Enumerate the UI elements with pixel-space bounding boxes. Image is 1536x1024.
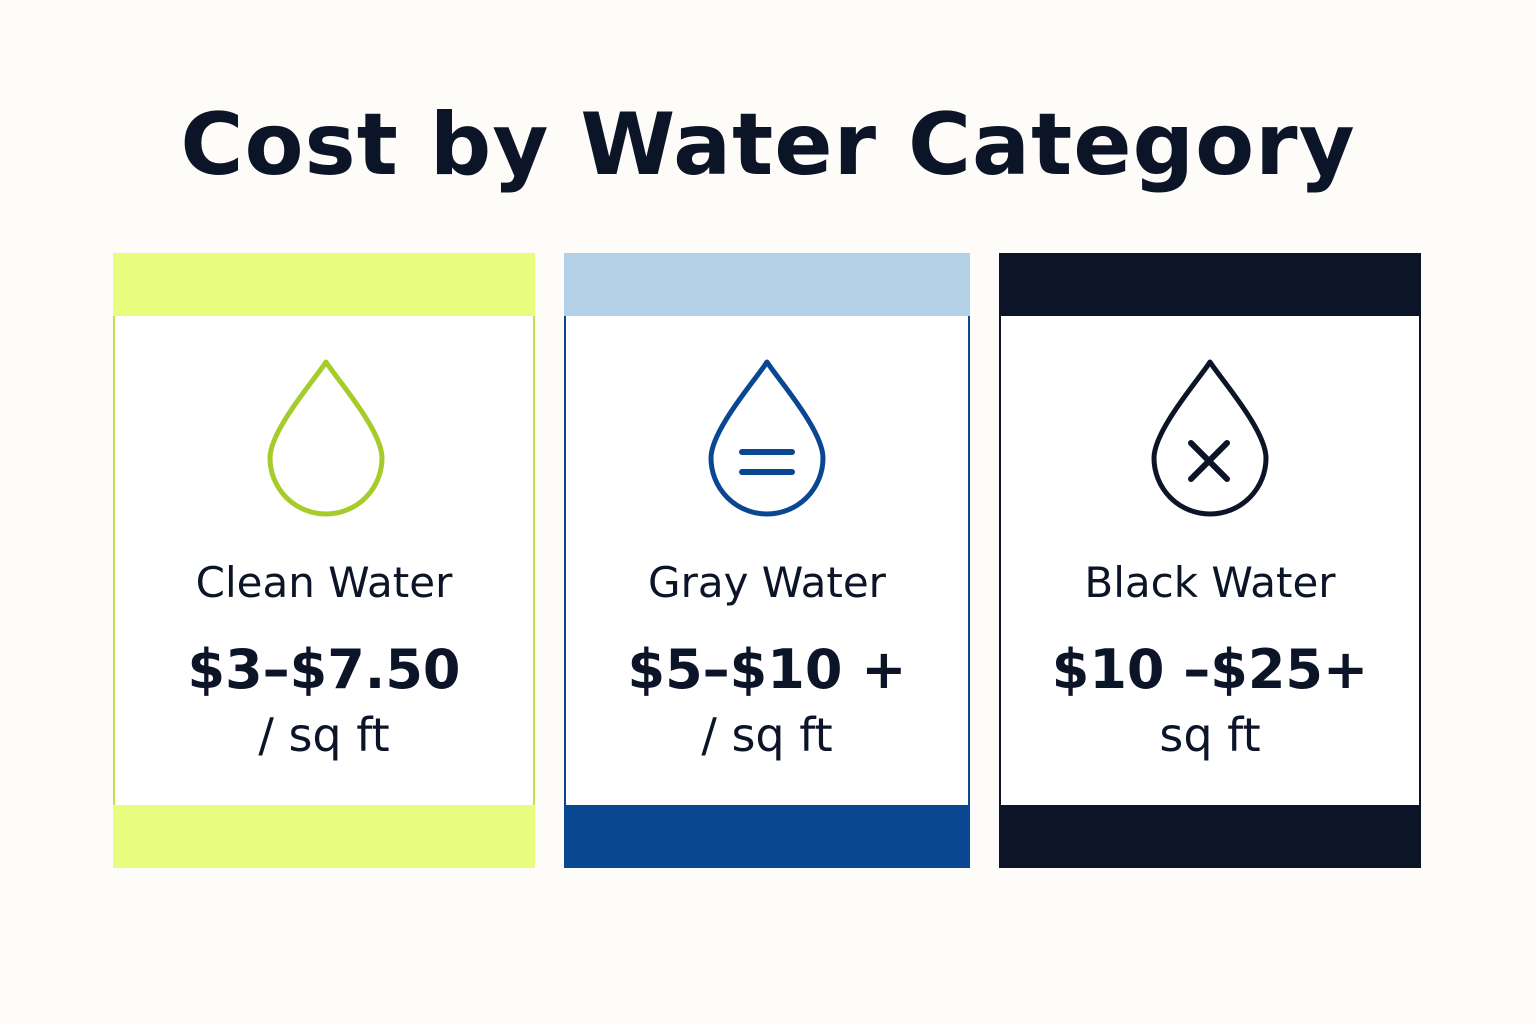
card: Clean Water $3–$7.50 / sq ft (113, 253, 535, 868)
card-band (564, 805, 970, 868)
card-band (564, 253, 970, 316)
unit: / sq ft (701, 708, 833, 762)
card-band (999, 805, 1421, 868)
card-band (113, 253, 535, 316)
card: Black Water $10 –$25+ sq ft (999, 253, 1421, 868)
price: $10 –$25+ (1051, 638, 1369, 701)
title: Cost by Water Category (180, 95, 1356, 195)
card-band (113, 805, 535, 868)
category-name: Black Water (1084, 558, 1336, 607)
drop-icon (708, 359, 826, 517)
drop-icon (267, 359, 385, 517)
unit: / sq ft (258, 708, 390, 762)
drop-icon (1151, 359, 1269, 517)
price: $3–$7.50 (187, 638, 461, 701)
unit: sq ft (1159, 708, 1261, 762)
price: $5–$10 + (627, 638, 907, 701)
category-name: Gray Water (648, 558, 886, 607)
card: Gray Water $5–$10 + / sq ft (564, 253, 970, 868)
card-band (999, 253, 1421, 316)
category-name: Clean Water (195, 558, 453, 607)
